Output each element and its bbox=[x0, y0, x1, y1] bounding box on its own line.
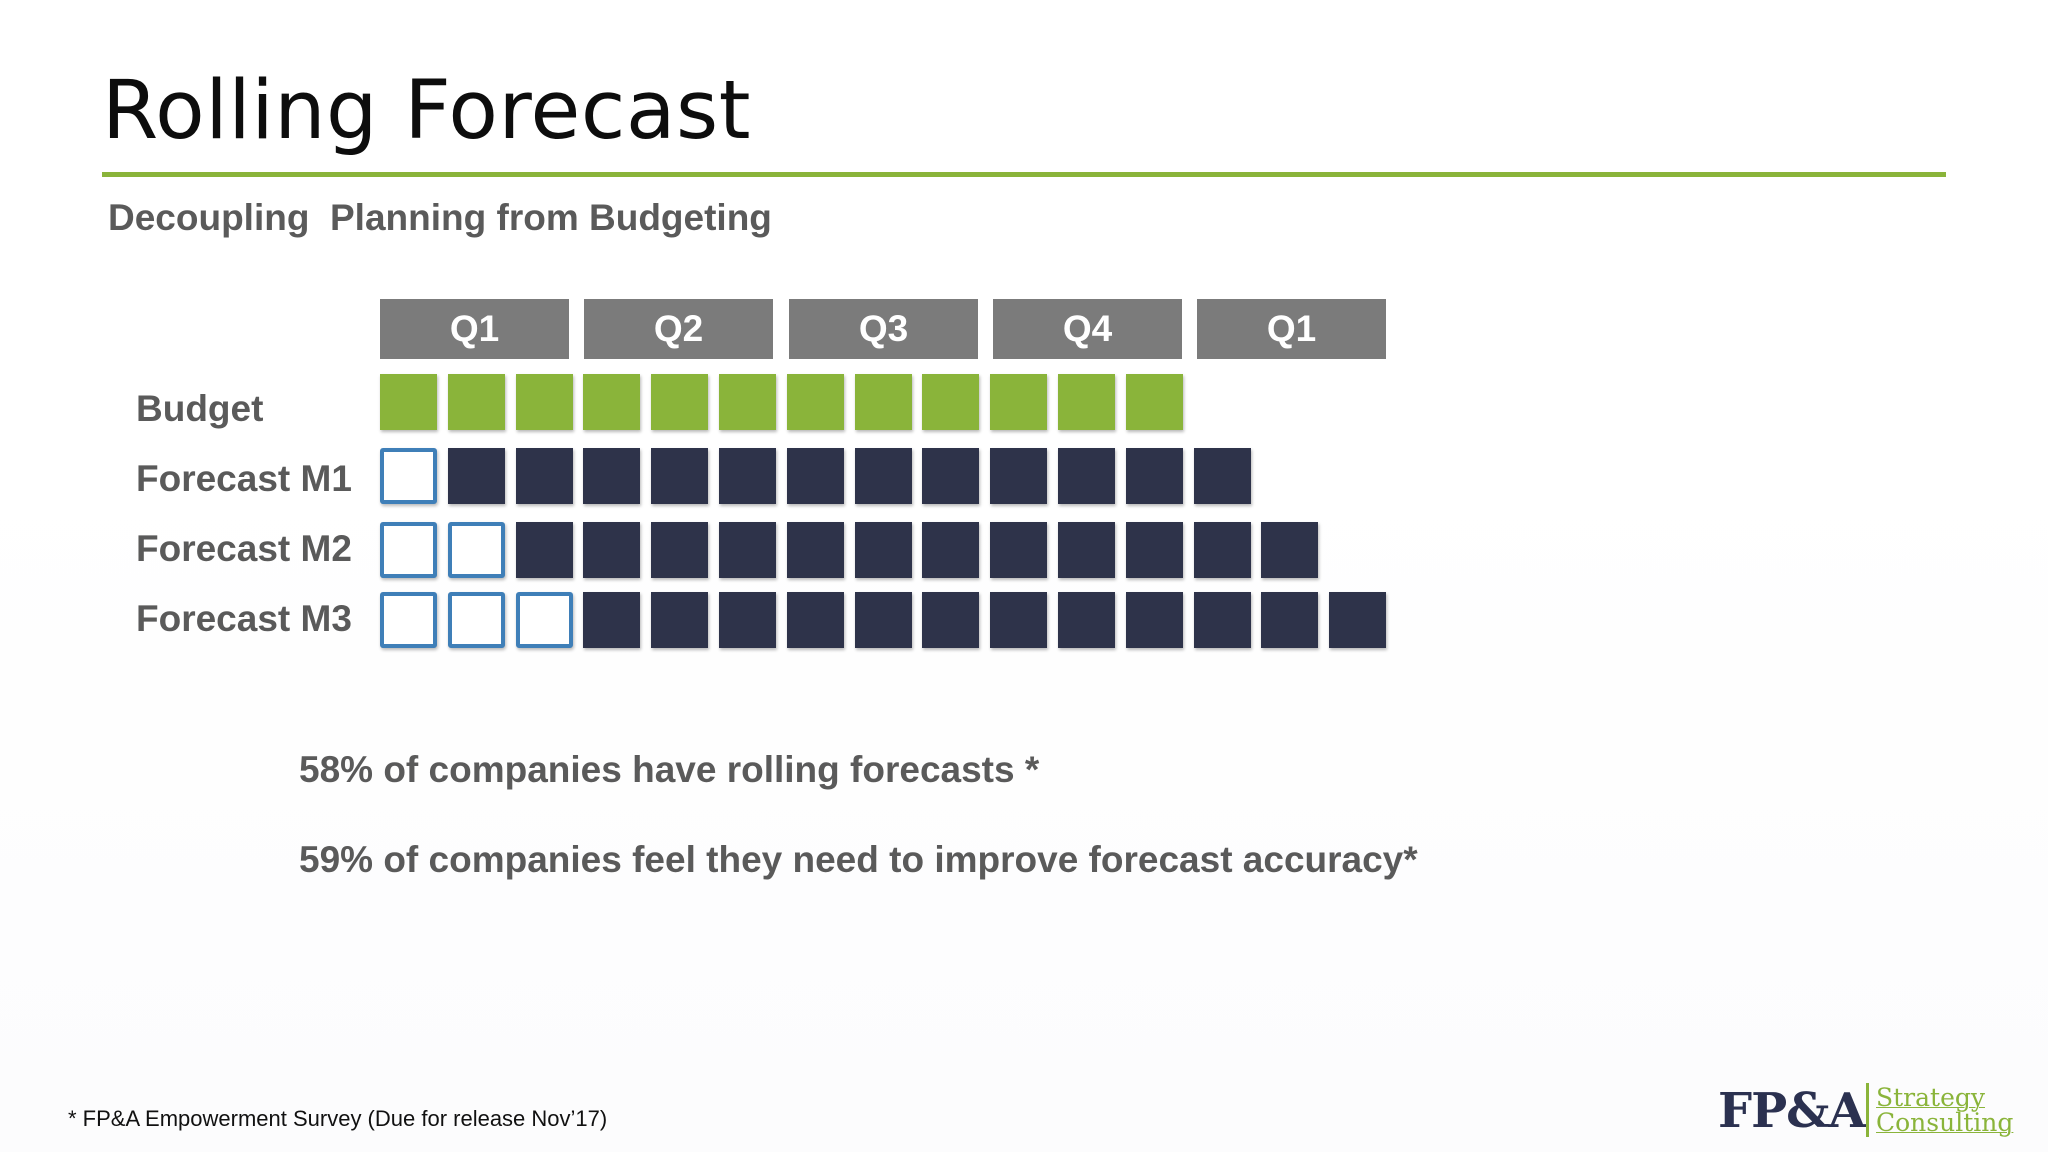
logo-wordmark: FP&A bbox=[1718, 1083, 1866, 1139]
forecast-month-cell bbox=[583, 592, 640, 648]
forecast-month-cell bbox=[516, 522, 573, 578]
forecast-month-cell bbox=[448, 448, 505, 504]
budget-month-cell bbox=[583, 374, 640, 430]
forecast-month-cell bbox=[990, 592, 1047, 648]
quarter-header: Q2 bbox=[584, 299, 773, 359]
budget-month-cell bbox=[990, 374, 1047, 430]
forecast-month-cell bbox=[583, 522, 640, 578]
forecast-month-cell bbox=[922, 522, 979, 578]
forecast-month-cell bbox=[719, 522, 776, 578]
budget-month-cell bbox=[448, 374, 505, 430]
forecast-month-cell bbox=[651, 592, 708, 648]
forecast-month-cell bbox=[990, 522, 1047, 578]
forecast-month-cell bbox=[990, 448, 1047, 504]
forecast-month-cell bbox=[1194, 448, 1251, 504]
stat-rolling-forecasts: 58% of companies have rolling forecasts … bbox=[299, 749, 1040, 790]
row-label-forecast-m3: Forecast M3 bbox=[136, 598, 352, 639]
actual-month-cell bbox=[380, 522, 437, 578]
forecast-month-cell bbox=[1329, 592, 1386, 648]
quarter-header: Q1 bbox=[1197, 299, 1386, 359]
forecast-month-cell bbox=[1058, 592, 1115, 648]
forecast-month-cell bbox=[922, 448, 979, 504]
quarter-header: Q3 bbox=[789, 299, 978, 359]
quarter-header: Q1 bbox=[380, 299, 569, 359]
budget-month-cell bbox=[516, 374, 573, 430]
budget-month-cell bbox=[922, 374, 979, 430]
actual-month-cell bbox=[380, 592, 437, 648]
budget-month-cell bbox=[651, 374, 708, 430]
budget-month-cell bbox=[719, 374, 776, 430]
forecast-month-cell bbox=[719, 592, 776, 648]
forecast-month-cell bbox=[583, 448, 640, 504]
slide-subtitle: Decoupling Planning from Budgeting bbox=[108, 197, 772, 238]
budget-month-cell bbox=[1126, 374, 1183, 430]
forecast-month-cell bbox=[1126, 448, 1183, 504]
row-label-forecast-m1: Forecast M1 bbox=[136, 458, 352, 499]
logo-sub-line2: Consulting bbox=[1876, 1108, 2014, 1137]
forecast-month-cell bbox=[855, 592, 912, 648]
forecast-month-cell bbox=[787, 592, 844, 648]
forecast-month-cell bbox=[855, 448, 912, 504]
forecast-month-cell bbox=[719, 448, 776, 504]
forecast-month-cell bbox=[1126, 592, 1183, 648]
actual-month-cell bbox=[380, 448, 437, 504]
slide-title: Rolling Forecast bbox=[102, 64, 751, 158]
title-divider bbox=[102, 172, 1946, 177]
forecast-month-cell bbox=[922, 592, 979, 648]
forecast-month-cell bbox=[787, 448, 844, 504]
stat-forecast-accuracy: 59% of companies feel they need to impro… bbox=[299, 839, 1418, 880]
logo-divider bbox=[1866, 1083, 1869, 1137]
row-label-budget: Budget bbox=[136, 388, 264, 429]
forecast-month-cell bbox=[1194, 522, 1251, 578]
footnote: * FP&A Empowerment Survey (Due for relea… bbox=[68, 1106, 608, 1131]
company-logo: FP&A Strategy Consulting bbox=[1718, 1080, 2013, 1140]
forecast-month-cell bbox=[516, 448, 573, 504]
row-label-forecast-m2: Forecast M2 bbox=[136, 528, 352, 569]
forecast-month-cell bbox=[1126, 522, 1183, 578]
actual-month-cell bbox=[516, 592, 573, 648]
quarter-header: Q4 bbox=[993, 299, 1182, 359]
forecast-month-cell bbox=[1194, 592, 1251, 648]
budget-month-cell bbox=[380, 374, 437, 430]
forecast-month-cell bbox=[1261, 592, 1318, 648]
budget-month-cell bbox=[787, 374, 844, 430]
logo-sub-line1: Strategy bbox=[1876, 1083, 1985, 1112]
actual-month-cell bbox=[448, 522, 505, 578]
forecast-month-cell bbox=[1261, 522, 1318, 578]
actual-month-cell bbox=[448, 592, 505, 648]
forecast-month-cell bbox=[1058, 522, 1115, 578]
forecast-month-cell bbox=[855, 522, 912, 578]
forecast-month-cell bbox=[651, 522, 708, 578]
forecast-month-cell bbox=[787, 522, 844, 578]
forecast-month-cell bbox=[651, 448, 708, 504]
budget-month-cell bbox=[1058, 374, 1115, 430]
budget-month-cell bbox=[855, 374, 912, 430]
forecast-month-cell bbox=[1058, 448, 1115, 504]
